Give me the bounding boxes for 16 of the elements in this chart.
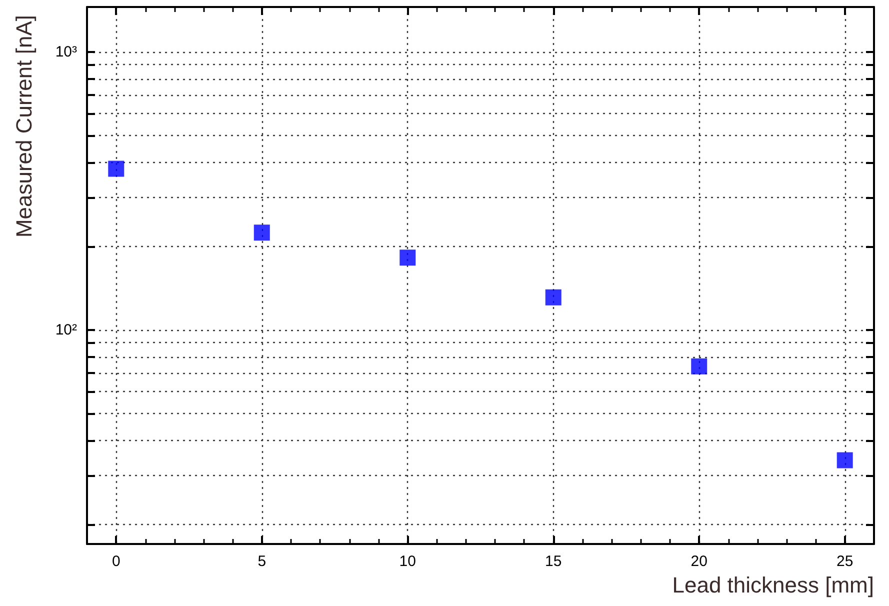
point (108, 160, 124, 177)
y-tick-label: 10³ (55, 43, 77, 60)
point (836, 452, 853, 468)
x-axis-title: Lead thickness [mm] (672, 572, 874, 598)
x-tick-label: 20 (690, 553, 708, 570)
x-tick-label: 10 (399, 553, 416, 570)
point (545, 289, 562, 306)
x-tick-label: 15 (545, 553, 562, 570)
y-axis-title: Measured Current [nA] (12, 15, 36, 238)
point (691, 358, 708, 374)
x-tick-label: 25 (836, 553, 854, 570)
y-tick-label: 10² (55, 321, 77, 338)
point (254, 224, 270, 241)
x-tick-label: 0 (112, 553, 120, 570)
x-tick-label: 5 (258, 553, 266, 570)
point (400, 250, 416, 266)
